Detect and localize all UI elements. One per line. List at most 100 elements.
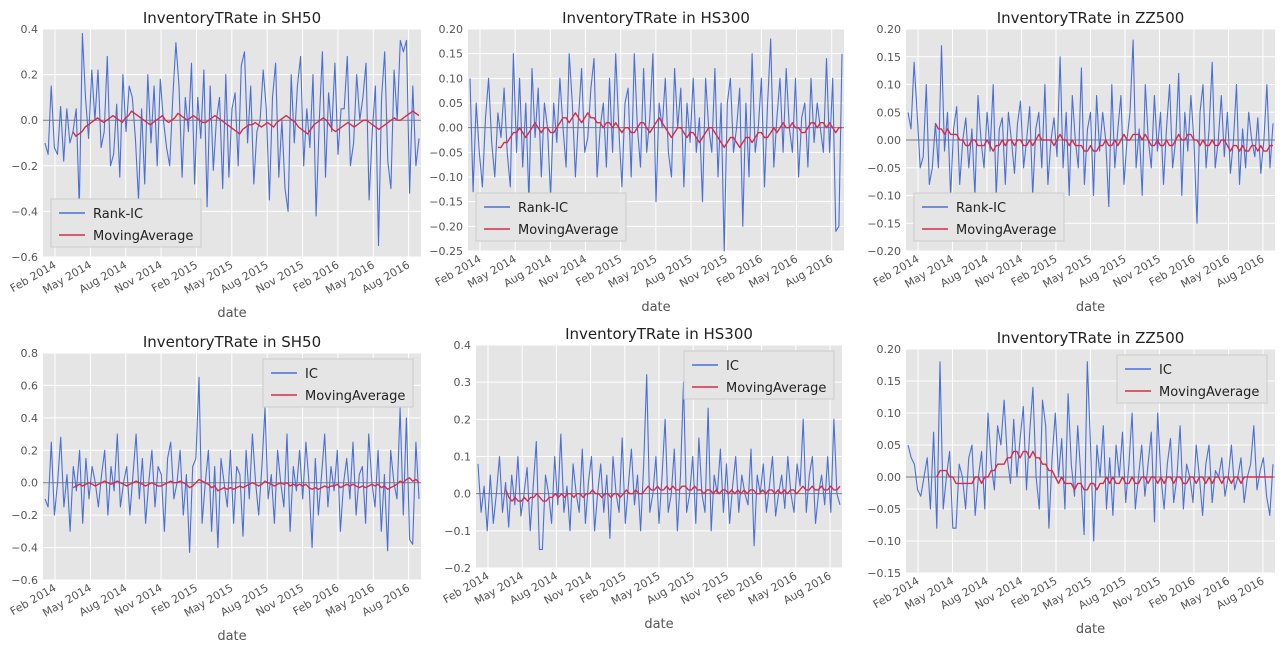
chart-title: InventoryTRate in HS300 bbox=[562, 9, 750, 27]
chart-title: InventoryTRate in ZZ500 bbox=[997, 9, 1185, 27]
y-tick-label: 0.05 bbox=[877, 106, 902, 119]
y-tick-label: −0.1 bbox=[444, 525, 471, 538]
legend-box bbox=[262, 358, 414, 408]
y-tick-label: 0.4 bbox=[454, 339, 472, 352]
series-line-moving-average bbox=[936, 450, 1273, 491]
y-tick-label: 0.00 bbox=[877, 134, 902, 147]
legend-label: Rank-IC bbox=[956, 201, 1006, 216]
legend-label: Rank-IC bbox=[518, 201, 568, 216]
y-tick-label: −0.6 bbox=[11, 574, 38, 587]
y-tick-label: −0.15 bbox=[867, 217, 901, 230]
series-line-moving-average bbox=[72, 110, 420, 137]
series-line-ic bbox=[469, 38, 843, 252]
legend-label: MovingAverage bbox=[956, 223, 1056, 238]
x-axis-label: date bbox=[1076, 622, 1105, 637]
y-tick-label: 0.10 bbox=[877, 79, 902, 92]
legend-label: Rank-IC bbox=[93, 207, 143, 222]
y-tick-label: 0.0 bbox=[454, 488, 472, 501]
legend-box bbox=[475, 192, 627, 242]
y-tick-label: 0.10 bbox=[439, 72, 464, 85]
y-tick-label: 0.10 bbox=[877, 407, 902, 420]
chart-title: InventoryTRate in SH50 bbox=[143, 333, 321, 351]
legend-label: IC bbox=[305, 367, 318, 382]
y-tick-label: 0.05 bbox=[877, 439, 902, 452]
x-axis-label: date bbox=[644, 617, 673, 632]
y-tick-label: 0.20 bbox=[877, 23, 902, 36]
y-tick-label: −0.2 bbox=[11, 509, 38, 522]
y-tick-label: 0.2 bbox=[454, 413, 472, 426]
y-tick-label: 0.2 bbox=[21, 69, 39, 82]
y-tick-label: −0.05 bbox=[429, 146, 463, 159]
y-tick-label: 0.20 bbox=[877, 343, 902, 356]
legend-label: MovingAverage bbox=[1159, 385, 1259, 400]
y-tick-label: −0.10 bbox=[867, 535, 901, 548]
y-tick-label: 0.6 bbox=[21, 379, 39, 392]
y-tick-label: 0.15 bbox=[439, 48, 464, 61]
legend-box bbox=[913, 192, 1065, 242]
y-tick-label: −0.2 bbox=[11, 160, 38, 173]
y-tick-label: −0.05 bbox=[867, 503, 901, 516]
y-tick-label: −0.4 bbox=[11, 542, 38, 555]
x-axis-label: date bbox=[217, 629, 246, 644]
y-tick-label: 0.4 bbox=[21, 412, 39, 425]
y-tick-label: 0.05 bbox=[439, 97, 464, 110]
y-tick-label: 0.00 bbox=[877, 471, 902, 484]
legend: Rank-IC MovingAverage bbox=[50, 198, 202, 248]
y-tick-label: 0.20 bbox=[439, 23, 464, 36]
chart-title: InventoryTRate in SH50 bbox=[143, 9, 321, 27]
chart-panel: −0.20 −0.15 −0.10 −0.05 0.00 0.05 0.10 0.15 0.20… bbox=[867, 9, 1275, 315]
series-line-ic bbox=[44, 376, 420, 553]
y-tick-label: −0.15 bbox=[867, 567, 901, 580]
x-axis-label: date bbox=[217, 306, 246, 321]
y-tick-label: 0.00 bbox=[439, 122, 464, 135]
legend-label: MovingAverage bbox=[518, 223, 618, 238]
chart-title: InventoryTRate in HS300 bbox=[565, 325, 753, 343]
y-tick-label: −0.20 bbox=[867, 245, 901, 258]
y-tick-label: 0.4 bbox=[21, 23, 39, 36]
legend: Rank-IC MovingAverage bbox=[913, 192, 1065, 242]
legend-label: MovingAverage bbox=[93, 229, 193, 244]
y-tick-label: 0.1 bbox=[454, 451, 472, 464]
series-line-moving-average bbox=[497, 112, 842, 149]
legend-box bbox=[50, 198, 202, 248]
chart-title: InventoryTRate in ZZ500 bbox=[997, 329, 1185, 347]
series-line-ic bbox=[907, 361, 1274, 542]
legend-label: MovingAverage bbox=[305, 389, 405, 404]
y-tick-label: 0.8 bbox=[21, 347, 39, 360]
legend: IC MovingAverage bbox=[683, 350, 835, 400]
series-line-ic bbox=[44, 33, 420, 247]
y-tick-label: 0.15 bbox=[877, 51, 902, 64]
legend: IC MovingAverage bbox=[262, 358, 414, 408]
series-line-ic bbox=[477, 374, 841, 550]
y-tick-label: 0.0 bbox=[21, 477, 39, 490]
legend: Rank-IC MovingAverage bbox=[475, 192, 627, 242]
y-tick-label: 0.15 bbox=[877, 375, 902, 388]
y-tick-label: −0.05 bbox=[867, 162, 901, 175]
chart-panel: −0.25 −0.20 −0.15 −0.10 −0.05 0.00 0.05 0.10 0.1… bbox=[429, 9, 844, 315]
legend-label: MovingAverage bbox=[726, 381, 826, 396]
legend-box bbox=[683, 350, 835, 400]
y-tick-label: −0.10 bbox=[429, 171, 463, 184]
y-tick-label: −0.10 bbox=[867, 190, 901, 203]
x-axis-label: date bbox=[641, 300, 670, 315]
y-tick-label: −0.2 bbox=[444, 562, 471, 575]
legend: IC MovingAverage bbox=[1116, 354, 1268, 404]
legend-box bbox=[1116, 354, 1268, 404]
y-tick-label: −0.20 bbox=[429, 220, 463, 233]
y-tick-label: −0.25 bbox=[429, 245, 463, 258]
legend-label: IC bbox=[726, 359, 739, 374]
x-axis-label: date bbox=[1076, 300, 1105, 315]
series-line-moving-average bbox=[505, 485, 841, 502]
series-line-moving-average bbox=[934, 123, 1273, 152]
y-tick-label: −0.6 bbox=[11, 251, 38, 264]
series-line-ic bbox=[907, 39, 1274, 224]
y-tick-label: 0.3 bbox=[454, 376, 472, 389]
y-tick-label: −0.4 bbox=[11, 205, 38, 218]
y-tick-label: 0.2 bbox=[21, 444, 39, 457]
series-line-moving-average bbox=[72, 477, 420, 492]
